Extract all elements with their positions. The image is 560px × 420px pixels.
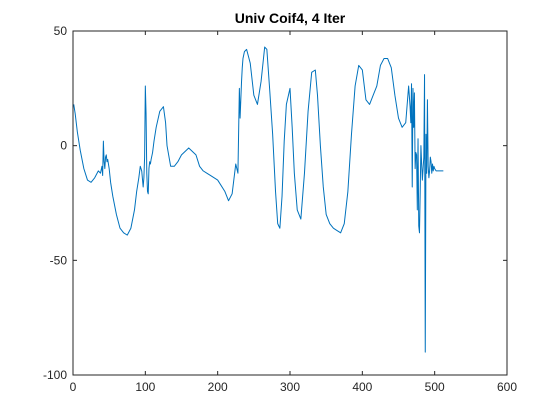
y-tick-label: -100 bbox=[43, 368, 67, 382]
series-line-1 bbox=[73, 46, 444, 353]
x-tick-label: 100 bbox=[135, 380, 155, 394]
y-tick-label: 0 bbox=[60, 139, 67, 153]
chart-title: Univ Coif4, 4 Iter bbox=[235, 10, 346, 26]
y-tick-label: 50 bbox=[54, 24, 68, 38]
axes-layer: 0 100 200 300 400 500 600 -100 -50 0 50 bbox=[43, 24, 517, 394]
x-tick-label: 300 bbox=[280, 380, 300, 394]
x-tick-label: 0 bbox=[70, 380, 77, 394]
plot-background bbox=[73, 31, 507, 375]
x-tick-label: 200 bbox=[208, 380, 228, 394]
x-tick-label: 400 bbox=[352, 380, 372, 394]
x-tick-label: 600 bbox=[497, 380, 517, 394]
series-layer bbox=[73, 46, 444, 353]
x-tick-label: 500 bbox=[425, 380, 445, 394]
y-tick-label: -50 bbox=[50, 253, 68, 267]
